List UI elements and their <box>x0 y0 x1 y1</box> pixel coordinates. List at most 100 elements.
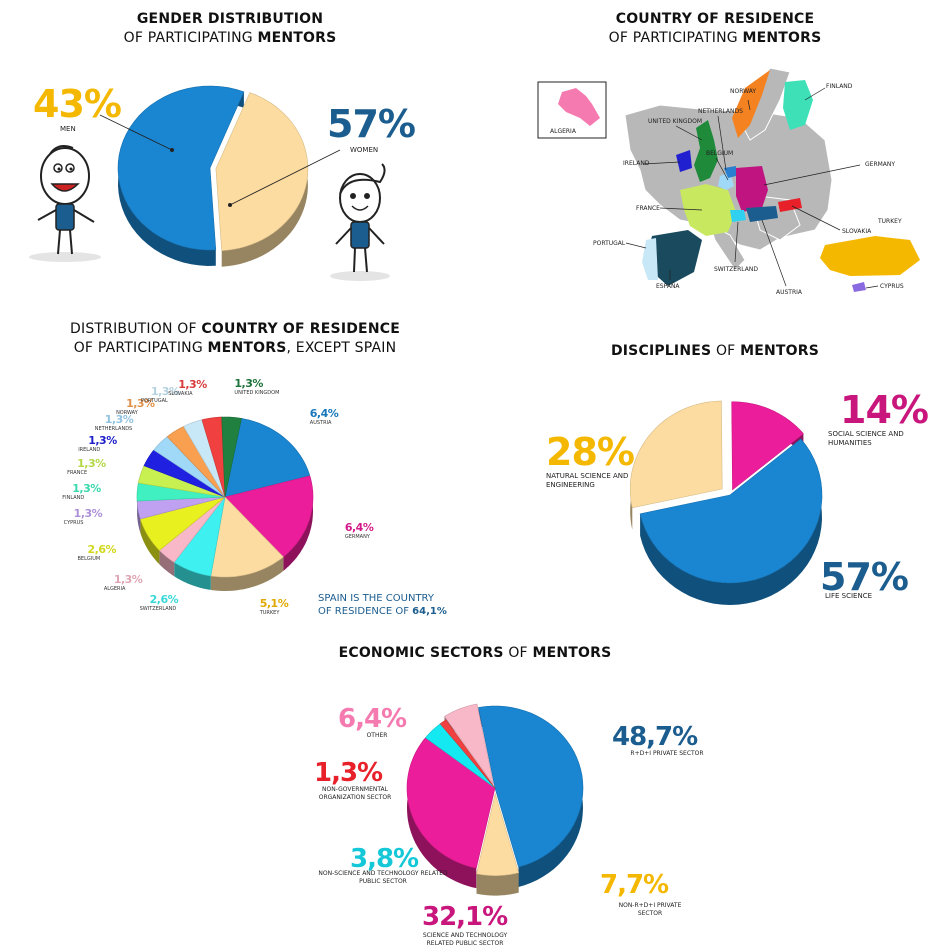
map-label-espana: ESPAÑA <box>656 283 680 290</box>
economic-pie-slice-0 <box>478 705 584 868</box>
country-pie-value-11: 1,3% <box>126 396 155 410</box>
economic-pie-side-1 <box>476 872 519 896</box>
map-title-line2b: MENTORS <box>742 30 822 46</box>
disciplines-pie-slice-2 <box>731 401 804 491</box>
country-pie-slice-9 <box>143 449 226 498</box>
disciplines-value-0: 57% <box>820 555 909 599</box>
map-label-france: FRANCE <box>636 205 660 212</box>
map-label-portugal: PORTUGAL <box>593 240 626 247</box>
country-pie-chart <box>136 416 314 591</box>
country-pie-side-4 <box>159 550 175 577</box>
economic-category-3: NON-SCIENCE AND TECHNOLOGY RELATED PUBLI… <box>318 870 448 885</box>
country-pie-category-0: AUSTRIA <box>309 419 332 426</box>
disciplines-value-1: 28% <box>546 430 635 474</box>
country-pie-side-2 <box>210 556 284 591</box>
country-pie-value-1: 6,4% <box>344 520 374 534</box>
gender-pie-side-0 <box>221 92 308 267</box>
disciplines-category-1: NATURAL SCIENCE AND ENGINEERING <box>546 472 629 489</box>
map-label-slovakia: SLOVAKIA <box>842 228 872 235</box>
map-title: COUNTRY OF RESIDENCE OF PARTICIPATING ME… <box>560 10 870 48</box>
disciplines-title-c: MENTORS <box>740 343 820 359</box>
economic-value-3: 3,8% <box>350 844 419 874</box>
disciplines-pie-slice-0 <box>639 438 823 584</box>
country-pie-slice-7 <box>136 482 226 502</box>
country-pie-slice-11 <box>166 426 226 498</box>
economic-value-2: 32,1% <box>422 902 508 932</box>
woman-doodle-icon <box>330 163 390 281</box>
spain-note-line1: SPAIN IS THE COUNTRY <box>318 593 434 604</box>
country-pie-value-0: 6,4% <box>309 406 339 420</box>
economic-title-c: MENTORS <box>532 645 612 661</box>
economic-category-5: OTHER <box>366 732 388 739</box>
country-pie-slice-14 <box>221 416 242 498</box>
country-pie-category-6: CYPRUS <box>63 520 84 527</box>
map-label-ireland: IRELAND <box>623 160 650 167</box>
economic-category-1: NON-R+D+I PRIVATE SECTOR <box>618 902 682 917</box>
economic-pie-slice-2 <box>406 737 496 869</box>
women-percent: 57% <box>327 102 416 146</box>
country-pie-slice-0 <box>224 418 311 498</box>
gender-title-line1: GENDER DISTRIBUTION <box>136 11 324 27</box>
country-pie-slice-12 <box>183 419 226 498</box>
country-pie-category-8: FRANCE <box>67 470 88 477</box>
country-pie-slice-8 <box>138 465 226 498</box>
country-pie-title-line2b: MENTORS <box>207 340 287 356</box>
country-pie-title-line1b: COUNTRY OF RESIDENCE <box>201 321 400 337</box>
economic-title-a: ECONOMIC SECTORS <box>338 645 504 661</box>
country-pie-slice-13 <box>201 416 226 498</box>
country-pie-title: DISTRIBUTION OF COUNTRY OF RESIDENCE OF … <box>70 320 400 358</box>
gender-title: GENDER DISTRIBUTION OF PARTICIPATING MEN… <box>70 10 390 48</box>
map-label-finland: FINLAND <box>826 83 853 90</box>
country-pie-category-10: NETHERLANDS <box>94 426 133 433</box>
disciplines-title: DISCIPLINES OF MENTORS <box>560 342 870 361</box>
disciplines-panel: DISCIPLINES OF MENTORS 57% LIFE SCIENCE 28… <box>480 330 950 630</box>
man-doodle-icon <box>29 145 101 262</box>
disciplines-pie-chart <box>630 400 823 605</box>
men-label: MEN <box>60 125 76 133</box>
country-pie-value-14: 1,3% <box>234 377 263 391</box>
europe-map <box>537 67 920 292</box>
gender-leaders <box>99 114 341 207</box>
country-pie-value-12: 1,3% <box>150 384 180 398</box>
map-label-united-kingdom: UNITED KINGDOM <box>648 118 702 125</box>
country-pie-value-8: 1,3% <box>77 457 106 471</box>
disciplines-title-a: DISCIPLINES <box>610 343 712 359</box>
economic-category-4: NON-GOVERNMENTAL ORGANIZATION SECTOR <box>318 786 392 801</box>
map-title-line1: COUNTRY OF RESIDENCE <box>615 11 815 27</box>
map-title-line2a: OF PARTICIPATING <box>608 30 743 46</box>
country-pie-side-5 <box>140 518 160 565</box>
map-label-belgium: BELGIUM <box>706 150 734 157</box>
map-label-netherlands: NETHERLANDS <box>698 108 743 115</box>
country-pie-category-3: SWITZERLAND <box>139 605 177 612</box>
economic-value-1: 7,7% <box>600 870 669 900</box>
country-pie-category-4: ALGERIA <box>103 585 126 592</box>
economic-category-2: SCIENCE AND TECHNOLOGY RELATED PUBLIC SE… <box>422 932 508 947</box>
country-pie-category-5: BELGIUM <box>77 556 101 563</box>
economic-pie-side-2 <box>407 737 477 889</box>
disciplines-value-2: 14% <box>840 388 929 432</box>
country-pie-title-line1a: DISTRIBUTION OF <box>70 321 202 337</box>
country-pie-title-line2a: OF PARTICIPATING <box>73 340 208 356</box>
economic-value-4: 1,3% <box>314 758 383 788</box>
gender-title-line2b: MENTORS <box>257 30 337 46</box>
country-pie-value-4: 1,3% <box>113 572 143 586</box>
map-leaders <box>625 87 879 289</box>
country-pie-category-11: NORWAY <box>116 409 138 416</box>
country-pie-category-9: IRELAND <box>78 446 101 453</box>
country-pie-value-10: 1,3% <box>104 413 134 427</box>
country-pie-value-5: 2,6% <box>87 543 117 557</box>
country-pie-category-12: PORTUGAL <box>140 397 168 404</box>
country-pie-title-line2c: , EXCEPT SPAIN <box>286 340 397 356</box>
country-pie-value-7: 1,3% <box>72 482 101 496</box>
economic-pie-slice-5 <box>444 703 494 785</box>
economic-title-b: OF <box>503 645 533 661</box>
country-pie-category-1: GERMANY <box>344 533 370 540</box>
country-pie-category-13: SLOVAKIA <box>168 391 193 398</box>
country-pie-value-9: 1,3% <box>88 433 117 447</box>
gender-pie-chart <box>117 85 309 267</box>
country-pie-category-2: TURKEY <box>259 609 280 616</box>
country-pie-slice-4 <box>158 496 226 563</box>
disciplines-category-2: SOCIAL SCIENCE AND HUMANITIES <box>828 430 904 447</box>
country-pie-panel: DISTRIBUTION OF COUNTRY OF RESIDENCE OF … <box>0 320 470 630</box>
map-label-algeria: ALGERIA <box>550 128 576 135</box>
